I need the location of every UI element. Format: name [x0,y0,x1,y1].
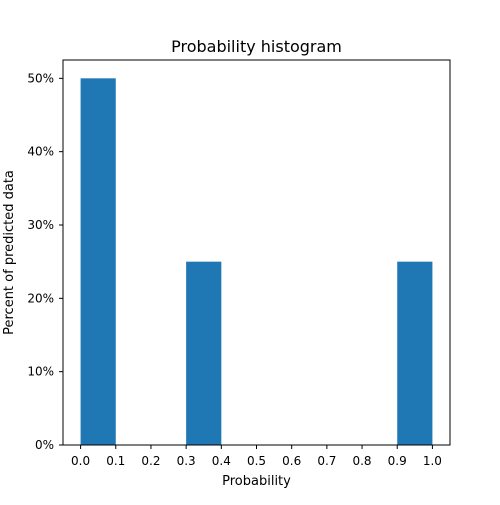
x-tick-label: 0.0 [71,454,90,468]
x-tick-label: 1.0 [423,454,442,468]
bars-group [80,78,433,445]
x-tick-label: 0.6 [282,454,301,468]
chart-title: Probability histogram [171,37,342,56]
y-tick-label: 10% [27,365,54,379]
x-tick-label: 0.5 [247,454,266,468]
x-tick-label: 0.1 [106,454,125,468]
x-tick-label: 0.7 [317,454,336,468]
histogram-bar-0 [80,78,116,445]
y-tick-label: 50% [27,71,54,85]
x-tick-label: 0.8 [352,454,371,468]
y-tick-label: 40% [27,145,54,159]
plot-area-frame [62,59,451,446]
x-tick-label: 0.3 [177,454,196,468]
x-tick-label: 0.2 [141,454,160,468]
x-axis-ticks: 0.0 0.1 0.2 0.3 0.4 0.5 0.6 0.7 0.8 0.9 1.0 [71,445,442,468]
x-tick-label: 0.9 [388,454,407,468]
y-axis-ticks: 0% 10% 20% 30% 40% 50% [27,71,63,452]
x-tick-label: 0.4 [212,454,231,468]
y-axis-label: Percent of predicted data [2,170,17,335]
y-tick-label: 30% [27,218,54,232]
x-axis-label: Probability [222,474,291,489]
histogram-bar-9 [397,261,433,445]
histogram-bar-3 [186,261,222,445]
y-tick-label: 20% [27,291,54,305]
y-tick-label: 0% [35,438,54,452]
